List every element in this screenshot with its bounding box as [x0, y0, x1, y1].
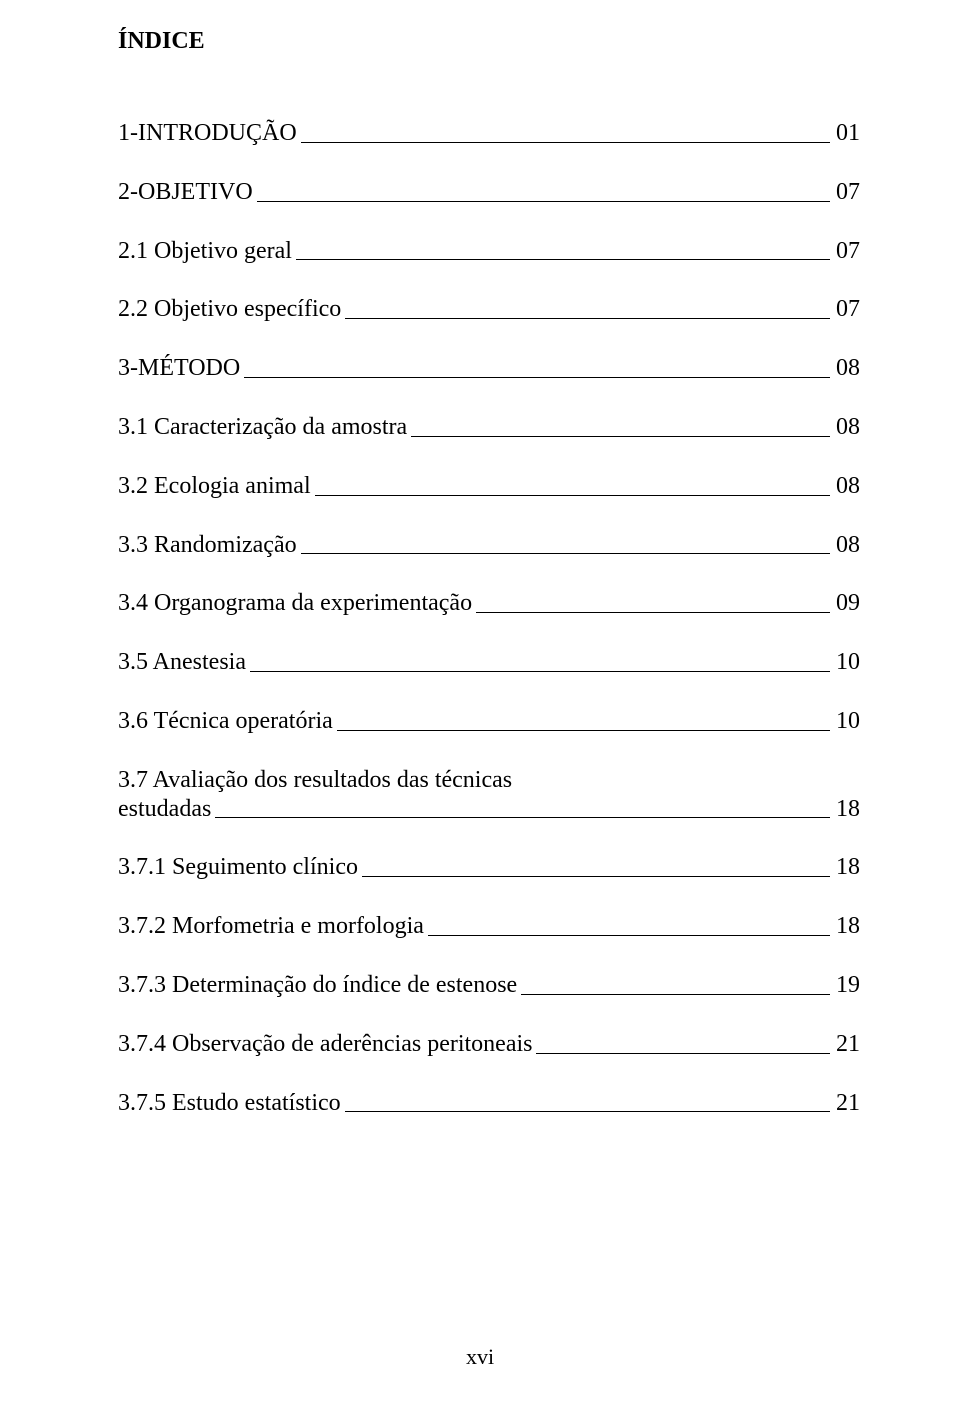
page-title: ÍNDICE [118, 28, 860, 55]
toc-entry-page: 07 [832, 178, 860, 207]
toc-leader [215, 817, 830, 818]
toc-entry-label: 3.7.5 Estudo estatístico [118, 1089, 341, 1118]
page-number-footer: xvi [0, 1344, 960, 1370]
toc-entry: 3.7.3 Determinação do índice de estenose… [118, 971, 860, 1000]
toc-entry-label: 2.2 Objetivo específico [118, 295, 341, 324]
toc-entry-label: 3.6 Técnica operatória [118, 707, 333, 736]
toc-entry-page: 01 [832, 119, 860, 148]
toc-leader [250, 671, 830, 672]
toc-entry-page: 07 [832, 237, 860, 266]
toc-entry: 3.6 Técnica operatória 10 [118, 707, 860, 736]
table-of-contents: 1-INTRODUÇÃO012-OBJETIVO072.1 Objetivo g… [118, 119, 860, 1117]
toc-leader [521, 994, 830, 995]
toc-entry: 3.7.4 Observação de aderências peritonea… [118, 1030, 860, 1059]
toc-entry: 3.1 Caracterização da amostra 08 [118, 413, 860, 442]
toc-leader [345, 1111, 830, 1112]
toc-entry-page: 08 [832, 472, 860, 501]
toc-entry-page: 19 [832, 971, 860, 1000]
toc-entry-page: 07 [832, 295, 860, 324]
toc-leader [244, 377, 830, 378]
toc-entry-label: 3.7.1 Seguimento clínico [118, 853, 358, 882]
toc-entry-label: 3.2 Ecologia animal [118, 472, 311, 501]
toc-entry: 3.2 Ecologia animal 08 [118, 472, 860, 501]
toc-entry-label: 3.7.2 Morfometria e morfologia [118, 912, 424, 941]
toc-entry-label: 3.5 Anestesia [118, 648, 246, 677]
toc-entry-label: 3.4 Organograma da experimentação [118, 589, 472, 618]
toc-entry-page: 09 [832, 589, 860, 618]
toc-entry: 2.2 Objetivo específico 07 [118, 295, 860, 324]
toc-entry-label: 3.3 Randomização [118, 531, 297, 560]
toc-leader [411, 436, 830, 437]
toc-leader [362, 876, 830, 877]
toc-entry-page: 18 [832, 853, 860, 882]
toc-entry: 2-OBJETIVO 07 [118, 178, 860, 207]
toc-entry: 3.7.2 Morfometria e morfologia 18 [118, 912, 860, 941]
toc-entry-label: 3.7.3 Determinação do índice de estenose [118, 971, 517, 1000]
toc-leader [345, 318, 830, 319]
toc-entry: 3.7 Avaliação dos resultados das técnica… [118, 766, 860, 824]
toc-entry-label-line1: 3.7 Avaliação dos resultados das técnica… [118, 766, 860, 795]
page: ÍNDICE 1-INTRODUÇÃO012-OBJETIVO072.1 Obj… [0, 0, 960, 1406]
toc-entry-page: 18 [832, 912, 860, 941]
toc-entry-page: 08 [832, 531, 860, 560]
toc-entry-label: 3.1 Caracterização da amostra [118, 413, 407, 442]
toc-entry-page: 10 [832, 648, 860, 677]
toc-entry-page: 18 [832, 795, 860, 824]
toc-entry-label-line2: estudadas [118, 795, 211, 824]
toc-leader [337, 730, 830, 731]
toc-leader [301, 553, 830, 554]
toc-leader [428, 935, 830, 936]
toc-entry-label: 2.1 Objetivo geral [118, 237, 292, 266]
toc-entry: 3.3 Randomização 08 [118, 531, 860, 560]
toc-entry: 3.7.1 Seguimento clínico 18 [118, 853, 860, 882]
toc-leader [476, 612, 830, 613]
toc-entry-page: 08 [832, 413, 860, 442]
toc-leader [301, 142, 830, 143]
toc-entry-label: 2-OBJETIVO [118, 178, 253, 207]
toc-entry-label: 3-MÉTODO [118, 354, 240, 383]
toc-entry: 1-INTRODUÇÃO 01 [118, 119, 860, 148]
toc-entry: 3.4 Organograma da experimentação 09 [118, 589, 860, 618]
toc-leader [536, 1053, 830, 1054]
toc-entry-label: 1-INTRODUÇÃO [118, 119, 297, 148]
toc-entry-page: 10 [832, 707, 860, 736]
toc-leader [296, 259, 830, 260]
toc-entry-label: 3.7.4 Observação de aderências peritonea… [118, 1030, 532, 1059]
toc-leader [315, 495, 830, 496]
toc-entry: 3.5 Anestesia 10 [118, 648, 860, 677]
toc-entry: 3.7.5 Estudo estatístico 21 [118, 1089, 860, 1118]
toc-entry: 2.1 Objetivo geral 07 [118, 237, 860, 266]
toc-entry-page: 08 [832, 354, 860, 383]
toc-entry-page: 21 [832, 1089, 860, 1118]
toc-entry: 3-MÉTODO 08 [118, 354, 860, 383]
toc-leader [257, 201, 830, 202]
toc-entry-page: 21 [832, 1030, 860, 1059]
